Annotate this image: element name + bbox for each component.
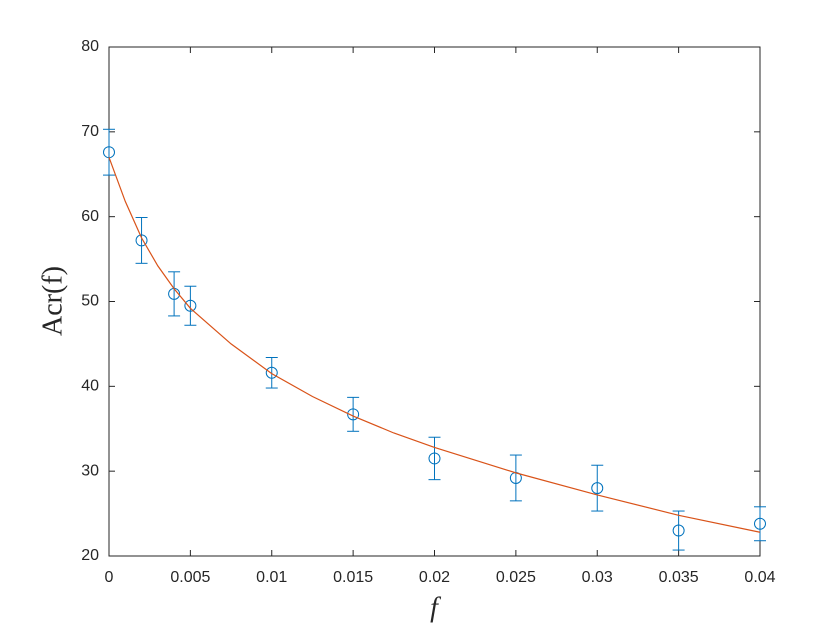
x-tick-label: 0.005 (170, 569, 210, 586)
marker (754, 517, 766, 530)
error-bar (168, 271, 181, 317)
x-tick-label: 0.025 (496, 569, 536, 586)
marker (672, 524, 685, 537)
error-bar (184, 285, 197, 326)
error-bar (672, 510, 685, 551)
error-bar (591, 464, 604, 512)
marker (184, 299, 197, 312)
marker (428, 452, 441, 465)
error-bar (509, 454, 522, 502)
y-tick-label: 40 (81, 378, 99, 395)
error-bar (347, 396, 360, 432)
x-tick-label: 0.035 (659, 569, 699, 586)
x-tick-label: 0.02 (419, 569, 450, 586)
error-bar (135, 217, 148, 264)
x-tick-label: 0.04 (744, 569, 775, 586)
error-bar (754, 506, 766, 542)
y-tick-label: 70 (81, 123, 99, 140)
x-tick-label: 0.03 (582, 569, 613, 586)
error-bar (428, 436, 441, 481)
marker (135, 234, 148, 247)
y-axis-label: Acr(f) (37, 266, 68, 336)
y-tick-label: 30 (81, 462, 99, 479)
marker (347, 408, 360, 421)
y-tick-label: 60 (81, 208, 99, 225)
marker (265, 366, 278, 379)
marker (591, 482, 604, 495)
y-tick-label: 50 (81, 293, 99, 310)
x-tick-label: 0.01 (256, 569, 287, 586)
x-axis-label: f (430, 592, 441, 623)
error-bar (103, 128, 115, 176)
x-tick-label: 0.015 (333, 569, 373, 586)
y-tick-label: 20 (81, 547, 99, 564)
error-bar (265, 356, 278, 389)
y-tick-label: 80 (81, 38, 99, 55)
fit-line (108, 157, 761, 533)
x-tick-label: 0 (105, 569, 114, 586)
